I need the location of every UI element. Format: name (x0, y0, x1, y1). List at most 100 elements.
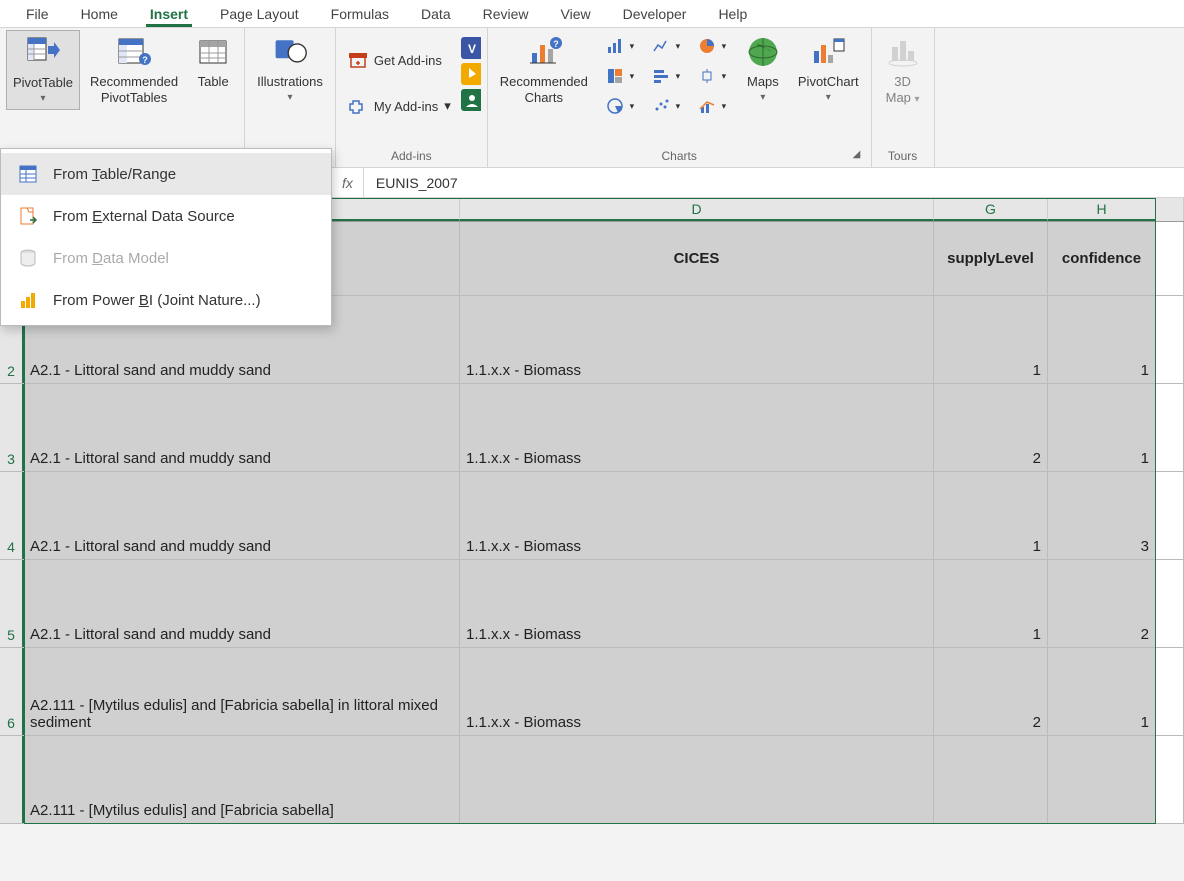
power-bi-icon (17, 289, 39, 311)
combo-chart-button[interactable]: ▾ (690, 94, 734, 118)
ribbon-group-addins: Get Add-ins My Add-ins ▾ V Add-ins (336, 28, 488, 167)
pivotchart-label: PivotChart (798, 74, 859, 90)
tab-home[interactable]: Home (65, 2, 134, 26)
my-addins-button[interactable]: My Add-ins ▾ (342, 94, 457, 118)
svg-text:?: ? (553, 39, 559, 49)
table-row: 3 A2.1 - Littoral sand and muddy sand 1.… (0, 384, 1184, 472)
statistic-chart-button[interactable]: ▾ (690, 64, 734, 88)
cell[interactable]: 1.1.x.x - Biomass (460, 472, 934, 559)
cell[interactable]: 1 (1048, 384, 1156, 471)
row-header[interactable]: 5 (0, 560, 24, 647)
table-row: 4 A2.1 - Littoral sand and muddy sand 1.… (0, 472, 1184, 560)
table-icon (195, 34, 231, 70)
pivottable-icon (25, 35, 61, 71)
table-row: 6 A2.111 - [Mytilus edulis] and [Fabrici… (0, 648, 1184, 736)
tab-insert[interactable]: Insert (134, 2, 204, 26)
maps-button[interactable]: Maps ▾ (738, 30, 788, 108)
table-button[interactable]: Table (188, 30, 238, 94)
cell[interactable]: A2.1 - Littoral sand and muddy sand (24, 472, 460, 559)
rec-charts-label1: Recommended (500, 74, 588, 90)
get-addins-label: Get Add-ins (374, 53, 442, 68)
visio-icon[interactable]: V (461, 38, 481, 58)
col-header-g[interactable]: G (934, 198, 1048, 221)
cell[interactable]: 1 (934, 296, 1048, 383)
cell[interactable]: 1.1.x.x - Biomass (460, 296, 934, 383)
col-header-d[interactable]: D (460, 198, 934, 221)
people-icon[interactable] (461, 90, 481, 110)
tab-page-layout[interactable]: Page Layout (204, 2, 315, 26)
tours-group-label: Tours (878, 147, 928, 167)
row-header[interactable]: 6 (0, 648, 24, 735)
from-power-bi-item[interactable]: From Power BI (Joint Nature...) (1, 279, 331, 321)
scatter-chart-button[interactable]: ▾ (644, 94, 688, 118)
column-chart-button[interactable]: ▾ (598, 34, 642, 58)
row-header[interactable]: 4 (0, 472, 24, 559)
cell[interactable]: A2.111 - [Mytilus edulis] and [Fabricia … (24, 648, 460, 735)
from-external-label: From External Data Source (53, 208, 235, 225)
3d-map-button[interactable]: 3D Map ▾ (878, 30, 928, 110)
from-external-item[interactable]: From External Data Source (1, 195, 331, 237)
cell[interactable]: 1.1.x.x - Biomass (460, 560, 934, 647)
from-power-bi-label: From Power BI (Joint Nature...) (53, 292, 261, 309)
recommended-charts-icon: ? (526, 34, 562, 70)
tab-view[interactable]: View (545, 2, 607, 26)
tab-developer[interactable]: Developer (607, 2, 703, 26)
tab-help[interactable]: Help (702, 2, 763, 26)
cell[interactable]: A2.111 - [Mytilus edulis] and [Fabricia … (24, 736, 460, 823)
svg-text:?: ? (142, 55, 148, 65)
cell[interactable]: 2 (934, 384, 1048, 471)
maps-icon (745, 34, 781, 70)
cell[interactable]: 1.1.x.x - Biomass (460, 384, 934, 471)
cell[interactable]: 1 (934, 472, 1048, 559)
from-table-range-item[interactable]: From Table/Range (1, 153, 331, 195)
table-range-icon (17, 163, 39, 185)
pie-chart-2-button[interactable]: ▾ (598, 94, 642, 118)
3d-map-label1: 3D (894, 74, 911, 90)
bing-icon[interactable] (461, 64, 481, 84)
tab-data[interactable]: Data (405, 2, 467, 26)
from-data-model-label: From Data Model (53, 250, 169, 267)
pie-chart-button[interactable]: ▾ (690, 34, 734, 58)
get-addins-button[interactable]: Get Add-ins (342, 48, 457, 72)
row-header[interactable]: 3 (0, 384, 24, 471)
line-chart-button[interactable]: ▾ (644, 34, 688, 58)
illustrations-icon (272, 34, 308, 70)
cell[interactable]: 1 (1048, 296, 1156, 383)
cell-header-cices[interactable]: CICES (460, 222, 934, 295)
cell-header-confidence[interactable]: confidence (1048, 222, 1156, 295)
cell[interactable]: 3 (1048, 472, 1156, 559)
addins-group-label: Add-ins (342, 147, 481, 167)
illustrations-button[interactable]: Illustrations ▾ (251, 30, 329, 108)
table-row: A2.111 - [Mytilus edulis] and [Fabricia … (0, 736, 1184, 824)
cell[interactable]: A2.1 - Littoral sand and muddy sand (24, 384, 460, 471)
cell[interactable]: 1 (934, 560, 1048, 647)
pivotchart-button[interactable]: PivotChart ▾ (792, 30, 865, 108)
cell[interactable]: 2 (934, 648, 1048, 735)
recommended-pivottables-button[interactable]: ? Recommended PivotTables (84, 30, 184, 109)
tab-formulas[interactable]: Formulas (315, 2, 405, 26)
chevron-down-icon: ▾ (288, 92, 293, 104)
cell[interactable] (1048, 736, 1156, 823)
tab-file[interactable]: File (10, 2, 65, 26)
cell[interactable] (934, 736, 1048, 823)
recommended-charts-button[interactable]: ? Recommended Charts (494, 30, 594, 109)
cell[interactable] (460, 736, 934, 823)
cell[interactable]: 1 (1048, 648, 1156, 735)
tab-review[interactable]: Review (467, 2, 545, 26)
cell[interactable]: 2 (1048, 560, 1156, 647)
cell[interactable]: A2.1 - Littoral sand and muddy sand (24, 560, 460, 647)
formula-input[interactable] (364, 168, 1184, 197)
ribbon-group-tours: 3D Map ▾ Tours (872, 28, 935, 167)
cell[interactable]: 1.1.x.x - Biomass (460, 648, 934, 735)
pivottable-button[interactable]: PivotTable ▾ (6, 30, 80, 110)
svg-text:V: V (468, 42, 476, 56)
charts-dialog-launcher[interactable]: ◢ (853, 149, 867, 163)
pivottable-label: PivotTable (13, 75, 73, 91)
row-header[interactable] (0, 736, 24, 823)
treemap-button[interactable]: ▾ (598, 64, 642, 88)
bar-chart-button[interactable]: ▾ (644, 64, 688, 88)
col-header-h[interactable]: H (1048, 198, 1156, 221)
cell-header-supplylevel[interactable]: supplyLevel (934, 222, 1048, 295)
rec-charts-label2: Charts (525, 90, 563, 106)
fx-icon[interactable]: fx (332, 168, 364, 197)
